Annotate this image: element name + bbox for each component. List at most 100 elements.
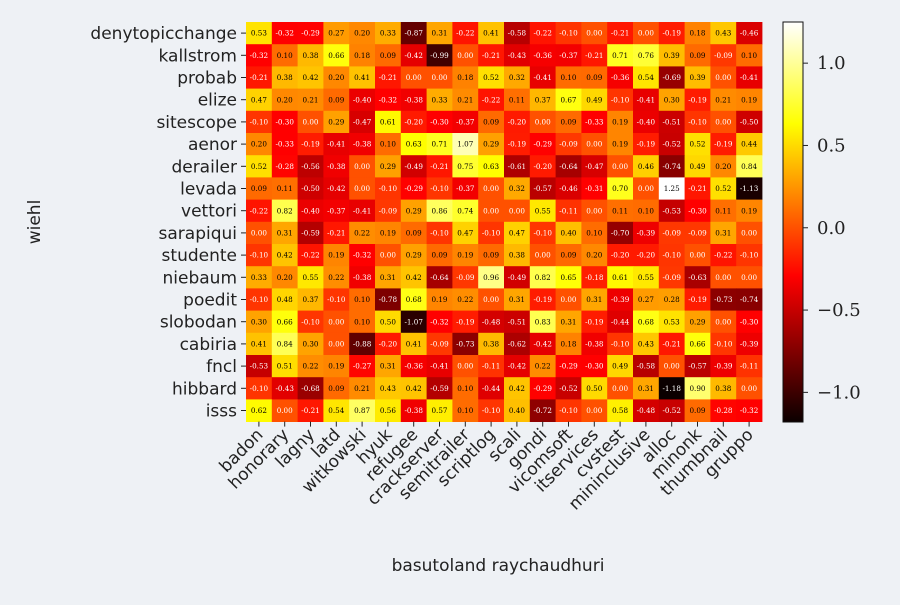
heatmap-cell [478, 110, 505, 134]
heatmap-cell [658, 355, 685, 378]
heatmap-cell [607, 155, 634, 178]
cell-value-label: 0.49 [586, 95, 602, 104]
cell-value-label: -0.10 [250, 384, 269, 393]
cell-value-label: 0.38 [715, 384, 731, 393]
cell-value-label: -0.19 [508, 140, 527, 149]
heatmap-cell [581, 44, 608, 67]
cell-value-label: -0.52 [662, 406, 680, 415]
cell-value-label: 0.10 [586, 229, 602, 238]
cell-value-label: -0.10 [430, 184, 449, 193]
cell-value-label: 0.76 [638, 51, 654, 60]
cell-value-label: -0.21 [379, 73, 397, 82]
heatmap-cell [426, 310, 453, 334]
heatmap-cell [710, 332, 737, 356]
cell-value-label: 0.00 [741, 229, 757, 238]
heatmap-cell [736, 399, 763, 422]
heatmap-cell [271, 88, 298, 112]
cell-value-label: 0.00 [483, 295, 499, 304]
cell-value-label: -0.19 [688, 95, 707, 104]
heatmap-cell [504, 399, 531, 422]
heatmap-cell [349, 266, 376, 289]
cell-value-label: -0.22 [301, 251, 319, 260]
cell-value-label: -0.42 [327, 184, 345, 193]
cell-value-label: 0.28 [664, 295, 680, 304]
cell-value-label: -0.49 [404, 162, 423, 171]
cell-value-label: 0.30 [302, 340, 318, 349]
heatmap-cell [323, 22, 350, 45]
cell-value-label: -0.41 [353, 206, 371, 215]
cell-value-label: 0.19 [741, 95, 757, 104]
cell-value-label: 0.31 [431, 29, 447, 38]
cell-value-label: 0.46 [638, 162, 654, 171]
heatmap-cell [271, 66, 298, 89]
cell-value-label: 0.37 [535, 95, 551, 104]
heatmap-cell [297, 133, 324, 156]
heatmap-cell [607, 221, 634, 245]
cell-value-label: 0.68 [406, 295, 422, 304]
heatmap-cell [504, 355, 531, 378]
cell-value-label: 0.39 [664, 51, 680, 60]
heatmap-cell [452, 288, 479, 311]
cell-value-label: -0.36 [611, 73, 630, 82]
y-tick-label: elize [198, 91, 237, 111]
cell-value-label: 0.68 [638, 317, 654, 326]
heatmap-cell [452, 44, 479, 67]
heatmap-cell [555, 266, 582, 289]
heatmap-cell [633, 133, 660, 156]
heatmap-cell [736, 221, 763, 245]
heatmap-cell [349, 66, 376, 89]
cell-value-label: 0.39 [689, 73, 705, 82]
cell-value-label: 0.38 [277, 73, 293, 82]
heatmap-cell [736, 44, 763, 67]
cell-value-label: 0.29 [689, 317, 705, 326]
heatmap-cell [710, 155, 737, 178]
cell-value-label: -0.10 [327, 295, 346, 304]
heatmap-cell [271, 177, 298, 200]
cell-value-label: 0.50 [380, 317, 396, 326]
heatmap-cell [271, 44, 298, 67]
cell-value-label: 0.22 [354, 229, 370, 238]
cell-value-label: 0.90 [689, 384, 705, 393]
heatmap-cell [581, 310, 608, 334]
cell-value-label: -0.43 [275, 384, 294, 393]
heatmap-cell [297, 244, 324, 267]
cell-value-label: 0.52 [251, 162, 267, 171]
cell-value-label: 0.43 [380, 384, 396, 393]
heatmap-cell [555, 199, 582, 223]
cell-value-label: -0.19 [714, 140, 733, 149]
cell-value-label: 0.38 [302, 51, 318, 60]
cell-value-label: 0.09 [560, 251, 576, 260]
colorbar-gradient [782, 21, 804, 423]
heatmap-cell [581, 377, 608, 400]
cell-value-label: 0.42 [406, 384, 422, 393]
cell-value-label: 0.96 [483, 273, 499, 282]
heatmap-cell [633, 355, 660, 378]
cell-value-label: 0.20 [251, 140, 267, 149]
cell-value-label: 0.47 [457, 229, 473, 238]
heatmap-cell [607, 177, 634, 200]
y-tick-label: aenor [188, 135, 237, 155]
cell-value-label: -0.28 [714, 406, 733, 415]
heatmap-cell [349, 399, 376, 422]
cell-value-label: 0.00 [406, 73, 422, 82]
cell-value-label: -0.32 [740, 406, 758, 415]
heatmap-cell [529, 22, 556, 45]
heatmap-cell [710, 377, 737, 400]
heatmap-cell [297, 44, 324, 67]
cell-value-label: 0.41 [251, 340, 267, 349]
y-tick-label: sitescope [156, 113, 237, 133]
cell-value-label: 0.57 [431, 406, 447, 415]
cell-value-label: -0.10 [250, 295, 269, 304]
cell-value-label: -0.53 [250, 362, 269, 371]
heatmap-cell [478, 199, 505, 223]
cell-value-label: -1.13 [740, 184, 759, 193]
cell-value-label: -0.22 [714, 251, 732, 260]
heatmap-cell [452, 332, 479, 356]
cell-value-label: 0.84 [741, 162, 757, 171]
cell-value-label: -0.29 [301, 29, 320, 38]
cell-value-label: -1.07 [404, 317, 423, 326]
heatmap-cell [297, 221, 324, 245]
cell-value-label: 0.18 [457, 73, 473, 82]
heatmap-cell [684, 244, 711, 267]
